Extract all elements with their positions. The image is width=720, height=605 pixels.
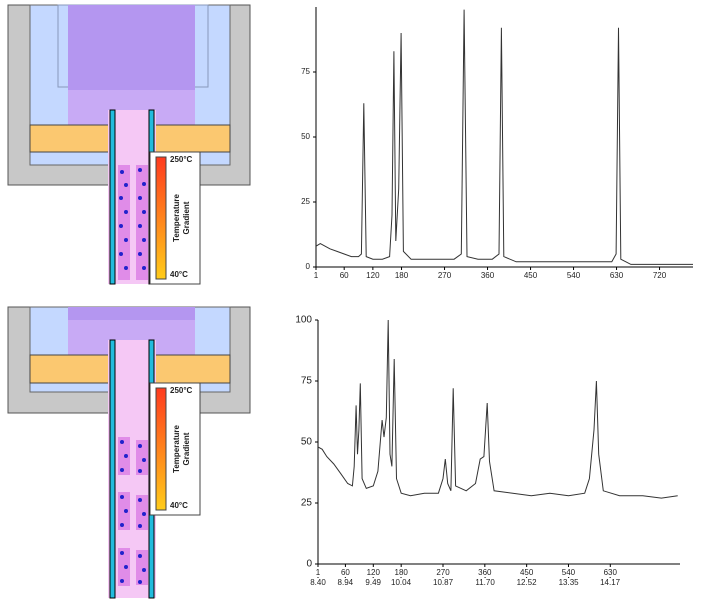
x-tick-label: 720 [653,271,667,280]
x-tick-label: 630 [610,271,624,280]
y-tick-label: 25 [301,197,310,206]
y-tick-label: 0 [306,559,312,570]
x-tick-label: 540 [562,568,576,577]
x-tick-label: 120 [366,271,380,280]
x-tick-label: 540 [567,271,581,280]
x-tick-label: 360 [481,271,495,280]
gradient-bottom: 40°C [170,501,188,510]
x-tick-label: 630 [604,568,618,577]
gradient-label: Gradient [182,201,191,234]
x-tick-label: 450 [524,271,538,280]
gradient-top: 250°C [170,386,193,395]
column-diagram: 250°C 40°C Temperature Gradient [7,306,251,599]
line-series [315,9,693,265]
x-tick-label: 450 [520,568,534,577]
x-tick-label: 180 [395,568,409,577]
y-tick-label: 50 [301,132,310,141]
x-tick-label: 120 [367,568,381,577]
y-tick-label: 50 [301,437,313,448]
x2-tick-label: 14.17 [600,578,621,587]
y-tick-label: 100 [295,315,312,326]
y-tick-label: 75 [301,67,310,76]
gradient-label: Temperature [172,425,181,473]
x-tick-label: 60 [340,271,349,280]
x-tick-label: 180 [395,271,409,280]
gradient-bottom: 40°C [170,270,188,279]
x-tick-label: 270 [438,271,452,280]
x-tick-label: 1 [316,568,321,577]
x-tick-label: 360 [478,568,492,577]
x-tick-label: 1 [314,271,319,280]
x2-tick-label: 13.35 [559,578,580,587]
x2-tick-label: 12.52 [517,578,538,587]
gradient-label: Temperature [172,194,181,242]
gradient-top: 250°C [170,155,193,164]
y-tick-label: 25 [301,498,313,509]
x-tick-label: 270 [436,568,450,577]
x2-tick-label: 9.49 [365,578,381,587]
x2-tick-label: 10.87 [433,578,454,587]
y-tick-label: 0 [306,262,311,271]
y-tick-label: 75 [301,376,313,387]
x2-tick-label: 8.94 [338,578,354,587]
line-series [317,319,678,499]
x2-tick-label: 11.70 [475,578,495,587]
x-tick-label: 60 [341,568,350,577]
column-diagram: 250°C 40°C Temperature Gradient [7,4,251,285]
gradient-label: Gradient [182,432,191,465]
x2-tick-label: 10.04 [391,578,412,587]
x2-tick-label: 8.40 [310,578,326,587]
